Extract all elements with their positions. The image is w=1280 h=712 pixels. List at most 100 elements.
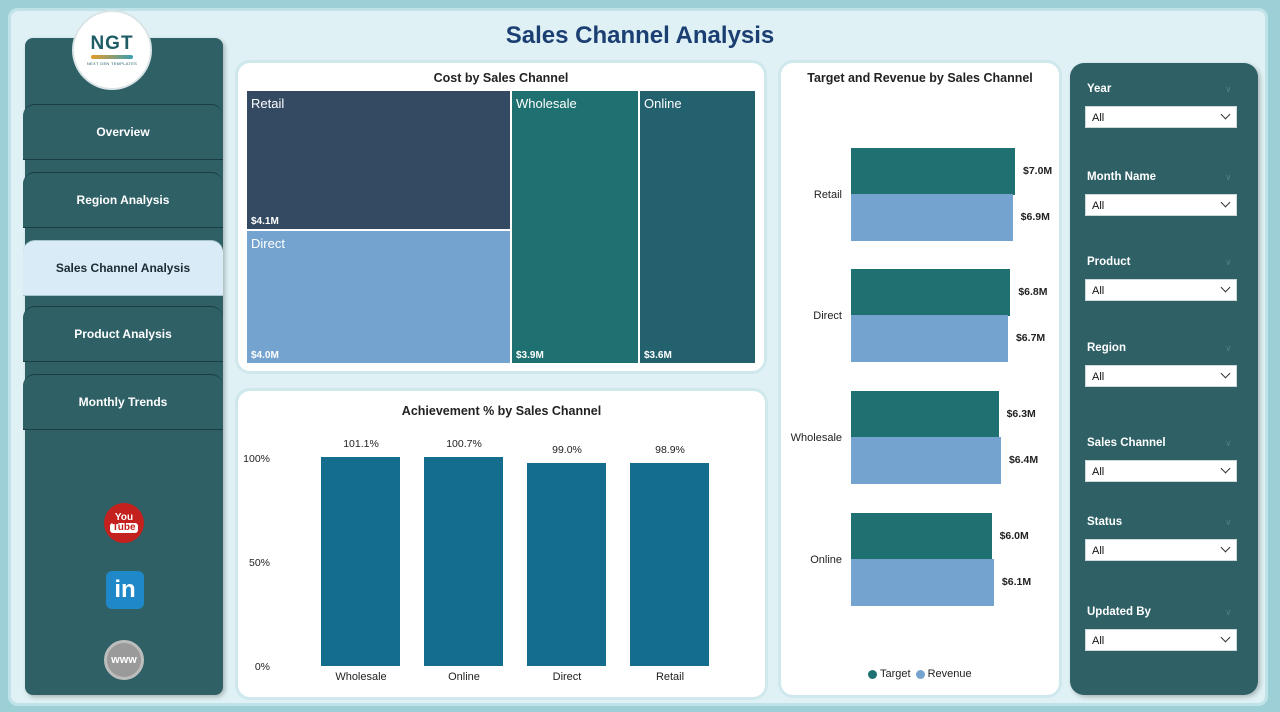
filter-dropdown-status[interactable]: All bbox=[1085, 539, 1237, 561]
youtube-icon[interactable]: You Tube bbox=[104, 503, 144, 543]
bar-target-retail[interactable] bbox=[851, 148, 1015, 195]
filter-label-sales-channel: Sales Channel bbox=[1087, 437, 1166, 449]
y-tick-100: 100% bbox=[243, 453, 270, 465]
filter-label-month-name: Month Name bbox=[1087, 171, 1156, 183]
filter-value-month-name: All bbox=[1092, 200, 1105, 212]
bar-target-wholesale[interactable] bbox=[851, 391, 999, 438]
chevron-down-icon bbox=[1220, 109, 1231, 120]
chevron-down-icon bbox=[1220, 542, 1231, 553]
chevron-down-icon bbox=[1220, 282, 1231, 293]
nav-overview[interactable]: Overview bbox=[23, 104, 223, 160]
achievement-value-direct: 99.0% bbox=[552, 444, 582, 457]
treemap-label-wholesale: Wholesale bbox=[516, 96, 577, 111]
value-revenue-direct: $6.7M bbox=[1015, 332, 1046, 344]
legend-target-dot bbox=[868, 669, 877, 679]
y-tick-0: 0% bbox=[254, 661, 270, 673]
achievement-bar-retail[interactable] bbox=[630, 463, 709, 666]
chevron-down-icon bbox=[1220, 632, 1231, 643]
treemap-label-direct: Direct bbox=[251, 236, 285, 251]
filter-dropdown-region[interactable]: All bbox=[1085, 365, 1237, 387]
achievement-category-direct: Direct bbox=[552, 671, 582, 683]
treemap-label-retail: Retail bbox=[251, 96, 285, 111]
treemap-cell-direct[interactable]: Direct $4.0M bbox=[246, 230, 511, 364]
filter-value-status: All bbox=[1092, 545, 1105, 557]
filter-dropdown-product[interactable]: All bbox=[1085, 279, 1237, 301]
treemap-value-online: $3.6M bbox=[644, 350, 672, 361]
nav-monthly-trends[interactable]: Monthly Trends bbox=[23, 374, 223, 430]
filter-dropdown-month-name[interactable]: All bbox=[1085, 194, 1237, 216]
filter-collapse-icon-status[interactable]: ∨ bbox=[1225, 517, 1232, 527]
value-revenue-online: $6.1M bbox=[1001, 576, 1032, 588]
filter-collapse-icon-sales-channel[interactable]: ∨ bbox=[1225, 438, 1232, 448]
cost-chart-title: Cost by Sales Channel bbox=[433, 71, 569, 85]
value-target-wholesale: $6.3M bbox=[1006, 408, 1036, 420]
filter-label-year: Year bbox=[1087, 83, 1112, 95]
nav-sales-channel-analysis[interactable]: Sales Channel Analysis bbox=[23, 240, 223, 296]
legend-target-label: Target bbox=[880, 668, 911, 680]
treemap-cell-wholesale[interactable]: Wholesale $3.9M bbox=[511, 90, 639, 364]
y-tick-50: 50% bbox=[248, 557, 270, 569]
filter-value-region: All bbox=[1092, 371, 1105, 383]
achievement-chart-title: Achievement % by Sales Channel bbox=[401, 404, 602, 418]
filter-value-updated-by: All bbox=[1092, 635, 1105, 647]
bar-revenue-direct[interactable] bbox=[851, 315, 1008, 362]
filter-collapse-icon-month-name[interactable]: ∨ bbox=[1225, 172, 1232, 182]
filter-dropdown-sales-channel[interactable]: All bbox=[1085, 460, 1237, 482]
legend-revenue-dot bbox=[915, 669, 925, 679]
achievement-bar-wholesale[interactable] bbox=[321, 457, 400, 666]
logo: NGT NEXT GEN TEMPLATES bbox=[72, 10, 152, 90]
achievement-category-retail: Retail bbox=[655, 671, 685, 683]
treemap-label-online: Online bbox=[644, 96, 682, 111]
treemap-cell-retail[interactable]: Retail $4.1M bbox=[246, 90, 511, 230]
treemap-cell-online[interactable]: Online $3.6M bbox=[639, 90, 756, 364]
bar-revenue-online[interactable] bbox=[851, 559, 994, 606]
treemap-value-direct: $4.0M bbox=[251, 350, 279, 361]
value-revenue-wholesale: $6.4M bbox=[1008, 454, 1039, 466]
target-revenue-category-direct: Direct bbox=[813, 310, 842, 322]
achievement-value-online: 100.7% bbox=[446, 438, 482, 450]
chart-legend: Target Revenue bbox=[868, 668, 972, 680]
chevron-down-icon bbox=[1220, 463, 1231, 474]
bar-target-direct[interactable] bbox=[851, 269, 1011, 316]
filter-collapse-icon-updated-by[interactable]: ∨ bbox=[1225, 607, 1232, 617]
nav-region-analysis[interactable]: Region Analysis bbox=[23, 172, 223, 228]
filter-collapse-icon-region[interactable]: ∨ bbox=[1225, 343, 1232, 353]
filter-collapse-icon-year[interactable]: ∨ bbox=[1225, 84, 1232, 94]
chevron-down-icon bbox=[1220, 197, 1231, 208]
treemap-value-retail: $4.1M bbox=[251, 216, 279, 227]
filter-label-product: Product bbox=[1087, 256, 1131, 268]
filter-value-product: All bbox=[1092, 285, 1105, 297]
achievement-bar-online[interactable] bbox=[424, 457, 503, 666]
youtube-text: You bbox=[114, 512, 134, 523]
filter-dropdown-updated-by[interactable]: All bbox=[1085, 629, 1237, 651]
linkedin-icon[interactable]: in bbox=[106, 571, 144, 609]
achievement-category-wholesale: Wholesale bbox=[335, 671, 387, 683]
logo-mark: NGT bbox=[90, 33, 134, 54]
achievement-bar-direct[interactable] bbox=[527, 463, 606, 666]
bar-revenue-wholesale[interactable] bbox=[851, 437, 1001, 484]
filter-dropdown-year[interactable]: All bbox=[1085, 106, 1237, 128]
filter-collapse-icon-product[interactable]: ∨ bbox=[1225, 257, 1232, 267]
target-revenue-category-retail: Retail bbox=[813, 189, 842, 201]
filter-label-status: Status bbox=[1087, 516, 1123, 528]
target-revenue-category-wholesale: Wholesale bbox=[790, 432, 842, 444]
logo-subtitle: NEXT GEN TEMPLATES bbox=[86, 61, 138, 66]
logo-swoosh bbox=[91, 55, 133, 59]
globe-icon[interactable]: www bbox=[104, 640, 144, 680]
value-target-retail: $7.0M bbox=[1023, 165, 1053, 177]
nav-product-analysis[interactable]: Product Analysis bbox=[23, 306, 223, 362]
filter-label-region: Region bbox=[1087, 342, 1126, 354]
youtube-tube-text: Tube bbox=[110, 522, 138, 533]
filter-value-year: All bbox=[1092, 112, 1105, 124]
filter-value-sales-channel: All bbox=[1092, 466, 1105, 478]
bar-revenue-retail[interactable] bbox=[851, 194, 1013, 241]
page-title: Sales Channel Analysis bbox=[505, 22, 775, 49]
value-target-online: $6.0M bbox=[999, 530, 1029, 542]
bar-target-online[interactable] bbox=[851, 513, 992, 560]
legend-revenue-label: Revenue bbox=[927, 668, 972, 680]
value-target-direct: $6.8M bbox=[1018, 286, 1048, 298]
achievement-value-retail: 98.9% bbox=[655, 444, 685, 457]
achievement-category-online: Online bbox=[448, 671, 480, 683]
treemap-value-wholesale: $3.9M bbox=[516, 350, 544, 361]
target-revenue-category-online: Online bbox=[810, 554, 842, 566]
